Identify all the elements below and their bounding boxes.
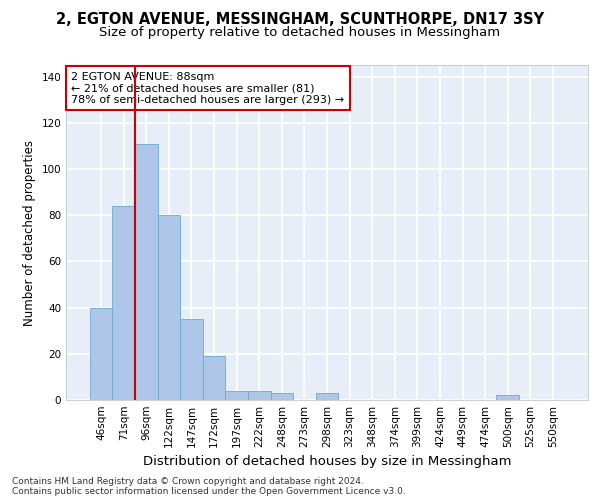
Bar [496, 396, 519, 400]
Text: 2 EGTON AVENUE: 88sqm
← 21% of detached houses are smaller (81)
78% of semi-deta: 2 EGTON AVENUE: 88sqm ← 21% of detached … [71, 72, 344, 105]
Text: Size of property relative to detached houses in Messingham: Size of property relative to detached ho… [100, 26, 500, 39]
Text: Contains HM Land Registry data © Crown copyright and database right 2024.
Contai: Contains HM Land Registry data © Crown c… [12, 476, 406, 496]
Bar [248, 391, 271, 400]
Bar [203, 356, 226, 400]
Text: 2, EGTON AVENUE, MESSINGHAM, SCUNTHORPE, DN17 3SY: 2, EGTON AVENUE, MESSINGHAM, SCUNTHORPE,… [56, 12, 544, 28]
Bar [135, 144, 158, 400]
Y-axis label: Number of detached properties: Number of detached properties [23, 140, 36, 326]
Bar [112, 206, 135, 400]
Bar [158, 215, 180, 400]
Bar [271, 393, 293, 400]
Bar [226, 391, 248, 400]
Bar [180, 319, 203, 400]
Bar [90, 308, 112, 400]
Bar [316, 393, 338, 400]
X-axis label: Distribution of detached houses by size in Messingham: Distribution of detached houses by size … [143, 456, 511, 468]
